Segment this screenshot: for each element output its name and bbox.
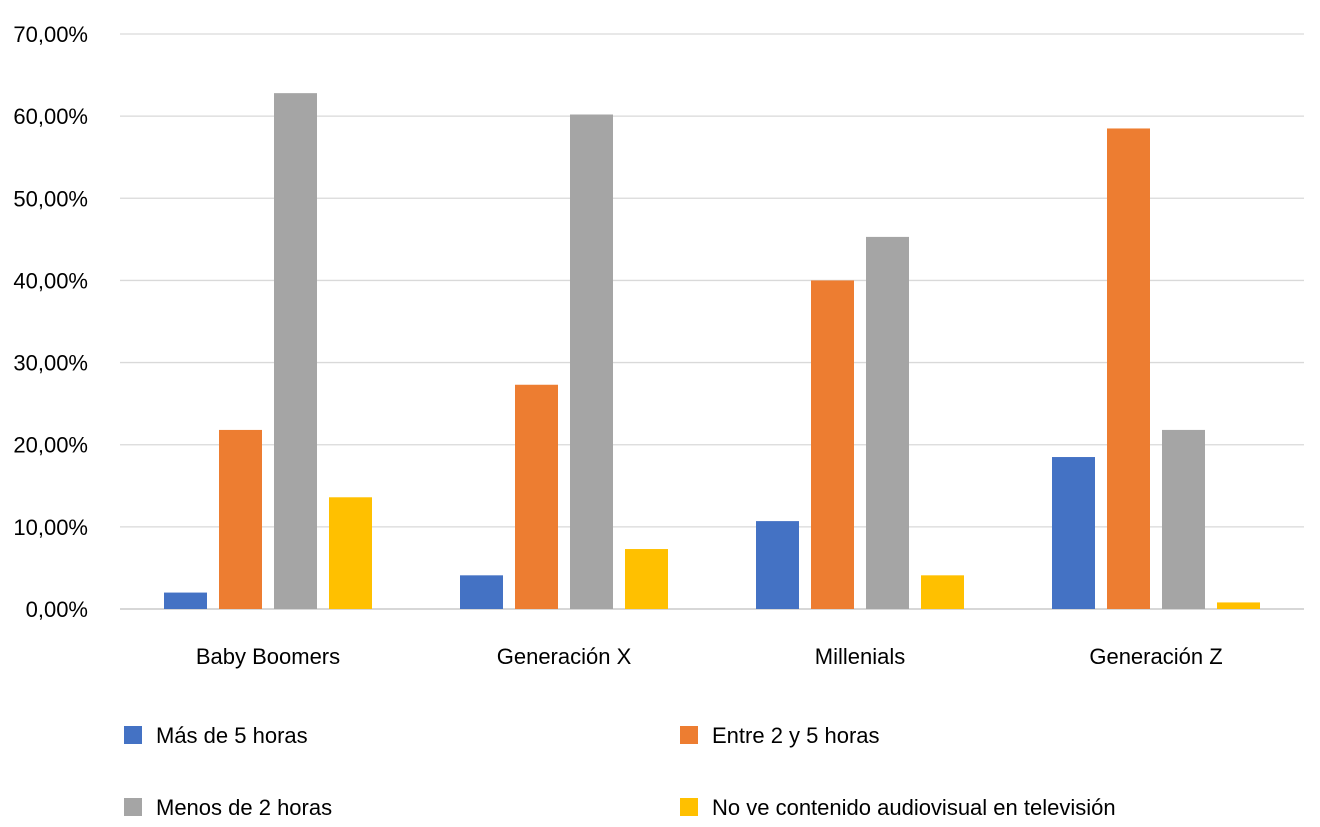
bar (756, 521, 799, 609)
bar (1217, 602, 1260, 609)
x-axis-category-labels: Baby Boomers Generación X Millenials Genera… (196, 644, 1223, 669)
bar (460, 575, 503, 609)
y-tick-label: 20,00% (13, 433, 88, 458)
y-tick-label: 40,00% (13, 268, 88, 293)
bar (1052, 457, 1095, 609)
bar (866, 236, 909, 609)
legend-item: No ve contenido audiovisual en televisió… (680, 795, 1116, 820)
bar (921, 575, 964, 609)
legend-swatch (680, 726, 698, 744)
x-category-label: Millenials (815, 644, 905, 669)
y-tick-label: 10,00% (13, 515, 88, 540)
bar (219, 429, 262, 609)
legend: Más de 5 horas Entre 2 y 5 horas Menos de … (124, 723, 1116, 820)
x-category-label: Baby Boomers (196, 644, 340, 669)
x-category-label: Generación Z (1089, 644, 1222, 669)
y-tick-label: 50,00% (13, 186, 88, 211)
legend-swatch (124, 726, 142, 744)
legend-swatch (124, 798, 142, 816)
bar (329, 497, 372, 609)
y-tick-label: 30,00% (13, 351, 88, 376)
bar (625, 549, 668, 609)
bar (1162, 429, 1205, 609)
y-tick-label: 0,00% (26, 597, 88, 622)
bar (515, 384, 558, 609)
x-category-label: Generación X (497, 644, 632, 669)
y-tick-label: 70,00% (13, 22, 88, 47)
legend-item: Menos de 2 horas (124, 795, 332, 820)
legend-label: No ve contenido audiovisual en televisió… (712, 795, 1116, 820)
bar (274, 93, 317, 609)
bar (1107, 128, 1150, 609)
gridlines (120, 33, 1304, 610)
legend-label: Menos de 2 horas (156, 795, 332, 820)
bars (164, 93, 1260, 609)
legend-label: Entre 2 y 5 horas (712, 723, 880, 748)
legend-label: Más de 5 horas (156, 723, 308, 748)
bar (570, 114, 613, 609)
y-axis-tick-labels: 0,00% 10,00% 20,00% 30,00% 40,00% 50,00% 60,00… (13, 22, 88, 622)
bar (811, 280, 854, 609)
bar (164, 592, 207, 609)
legend-item: Entre 2 y 5 horas (680, 723, 880, 748)
y-tick-label: 60,00% (13, 104, 88, 129)
legend-item: Más de 5 horas (124, 723, 308, 748)
legend-swatch (680, 798, 698, 816)
